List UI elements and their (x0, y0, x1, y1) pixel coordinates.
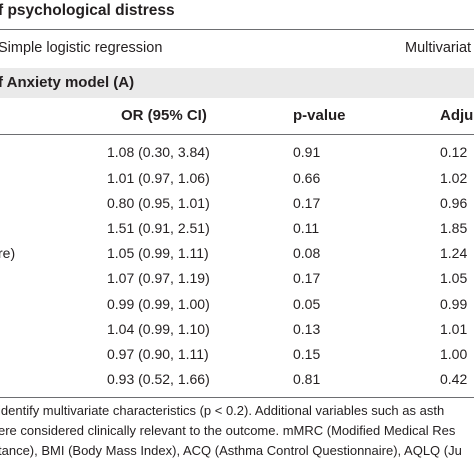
adjusted-or-cell: 0.12 (440, 144, 468, 160)
row-label: re) (0, 245, 16, 261)
or-cell: 0.80 (0.95, 1.01) (107, 195, 210, 211)
adjusted-or-cell: 1.01 (440, 321, 468, 337)
or-cell: 1.05 (0.99, 1.11) (107, 245, 209, 261)
footnote-line-3: tance), BMI (Body Mass Index), ACQ (Asth… (0, 443, 462, 458)
p-value-cell: 0.17 (293, 195, 321, 211)
table-row: 1.51 (0.91, 2.51) 0.11 1.85 (0, 220, 474, 250)
adjusted-or-cell: 1.00 (440, 346, 468, 362)
or-cell: 0.97 (0.90, 1.11) (107, 346, 209, 362)
table-bottom-rule (0, 397, 474, 398)
p-value-cell: 0.05 (293, 296, 321, 312)
table-row: 1.01 (0.97, 1.06) 0.66 1.02 (0, 170, 474, 200)
title-rule (0, 29, 474, 30)
or-cell: 1.51 (0.91, 2.51) (107, 220, 210, 236)
adjusted-or-cell: 0.42 (440, 371, 468, 387)
table-row: 1.08 (0.30, 3.84) 0.91 0.12 (0, 144, 474, 174)
header-rule (0, 134, 474, 135)
or-cell: 1.04 (0.99, 1.10) (107, 321, 210, 337)
p-value-cell: 0.66 (293, 170, 321, 186)
or-cell: 1.08 (0.30, 3.84) (107, 144, 210, 160)
table-row: 0.80 (0.95, 1.01) 0.17 0.96 (0, 195, 474, 225)
p-value-cell: 0.08 (293, 245, 321, 261)
table-row: 0.97 (0.90, 1.11) 0.15 1.00 (0, 346, 474, 376)
adjusted-or-cell: 0.99 (440, 296, 468, 312)
column-header-adj: Adju (440, 107, 474, 124)
p-value-cell: 0.11 (293, 220, 320, 236)
model-label: f Anxiety model (A) (0, 74, 135, 91)
or-cell: 1.01 (0.97, 1.06) (107, 170, 210, 186)
p-value-cell: 0.13 (293, 321, 321, 337)
multivariate-header: Multivariat (405, 40, 472, 56)
table-row: 0.99 (0.99, 1.00) 0.05 0.99 (0, 296, 474, 326)
table-row: re) 1.05 (0.99, 1.11) 0.08 1.24 (0, 245, 474, 275)
column-header-or: OR (95% CI) (121, 107, 207, 124)
p-value-cell: 0.91 (293, 144, 321, 160)
simple-regression-header: Simple logistic regression (0, 40, 163, 56)
table-row: 1.07 (0.97, 1.19) 0.17 1.05 (0, 270, 474, 300)
adjusted-or-cell: 1.05 (440, 270, 468, 286)
p-value-cell: 0.17 (293, 270, 321, 286)
column-header-p: p-value (293, 107, 346, 124)
or-cell: 0.93 (0.52, 1.66) (107, 371, 210, 387)
p-value-cell: 0.15 (293, 346, 321, 362)
footnote-line-1: identify multivariate characteristics (p… (0, 403, 445, 418)
adjusted-or-cell: 1.24 (440, 245, 468, 261)
p-value-cell: 0.81 (293, 371, 321, 387)
model-band (0, 68, 474, 98)
table-row: 0.93 (0.52, 1.66) 0.81 0.42 (0, 371, 474, 401)
footnote-line-2: ere considered clinically relevant to th… (0, 423, 456, 438)
adjusted-or-cell: 1.85 (440, 220, 468, 236)
adjusted-or-cell: 1.02 (440, 170, 468, 186)
or-cell: 1.07 (0.97, 1.19) (107, 270, 210, 286)
table-row: 1.04 (0.99, 1.10) 0.13 1.01 (0, 321, 474, 351)
or-cell: 0.99 (0.99, 1.00) (107, 296, 210, 312)
table-title: f psychological distress (0, 2, 175, 19)
adjusted-or-cell: 0.96 (440, 195, 468, 211)
